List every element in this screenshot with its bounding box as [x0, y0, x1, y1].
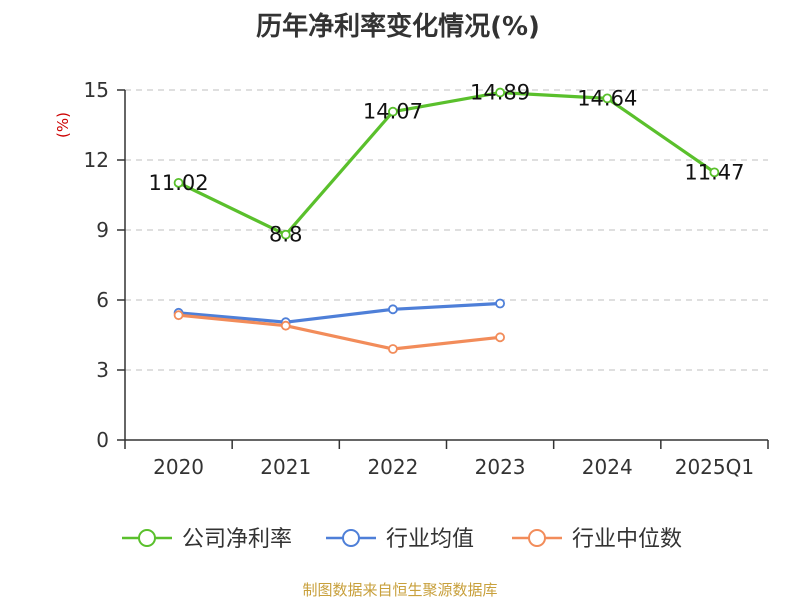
axes: 0 3 6 9 12 15 2020 2021 2022 2023 2024 2025Q1 [84, 78, 769, 479]
data-labels: 11.02 8.8 14.07 14.89 14.64 11.47 [149, 81, 745, 247]
legend-item[interactable]: 公司净利率 [122, 527, 292, 552]
x-tick-label: 2024 [582, 455, 633, 479]
data-label: 8.8 [269, 223, 302, 247]
series-point [173, 310, 184, 321]
series-point [495, 87, 505, 98]
x-tick-label: 2022 [367, 455, 418, 479]
series-point [388, 304, 398, 315]
series-group [173, 87, 720, 354]
grid [125, 89, 768, 371]
x-tick-label: 2021 [260, 455, 311, 479]
y-tick-label: 15 [84, 78, 109, 102]
legend-marker-icon [528, 529, 546, 547]
data-label: 14.07 [363, 100, 423, 124]
data-label: 11.02 [149, 171, 209, 195]
data-label: 14.64 [577, 86, 637, 110]
y-tick-label: 0 [96, 428, 109, 452]
legend-marker-icon [342, 529, 360, 547]
source-note: 制图数据来自恒生聚源数据库 [302, 581, 497, 599]
series-line [176, 90, 717, 237]
legend-label: 公司净利率 [182, 527, 292, 552]
data-label: 11.47 [684, 160, 744, 184]
chart-title: 历年净利率变化情况(%) [256, 11, 540, 42]
x-tick-label: 2025Q1 [675, 455, 754, 479]
series-point [495, 298, 505, 309]
x-tick-label: 2020 [153, 455, 204, 479]
series-line [176, 313, 502, 351]
y-tick-label: 6 [96, 288, 109, 312]
series-line [176, 301, 502, 324]
series-point [602, 93, 613, 104]
series-point [280, 320, 291, 331]
data-label: 14.89 [470, 81, 530, 105]
legend-label: 行业中位数 [572, 527, 682, 552]
series-point [709, 167, 720, 178]
legend-label: 行业均值 [386, 527, 474, 552]
y-tick-label: 9 [96, 218, 109, 242]
y-tick-label: 3 [96, 358, 109, 382]
legend[interactable]: 公司净利率 行业均值 行业中位数 [122, 527, 682, 552]
x-tick-label: 2023 [475, 455, 526, 479]
legend-marker-icon [138, 529, 156, 547]
series-point [280, 229, 291, 240]
series-point [388, 106, 398, 117]
series-point [495, 332, 505, 343]
series-point [173, 177, 184, 188]
y-tick-label: 12 [84, 148, 109, 172]
y-axis-label: (%) [54, 112, 72, 138]
legend-item[interactable]: 行业均值 [326, 527, 474, 552]
legend-item[interactable]: 行业中位数 [512, 527, 682, 552]
series-point [388, 344, 398, 354]
